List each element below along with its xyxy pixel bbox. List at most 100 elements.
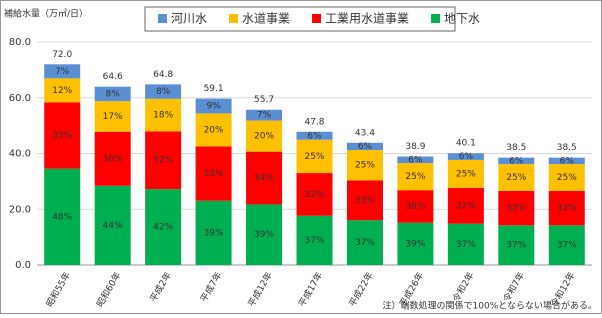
data-label: 8% <box>106 89 121 99</box>
data-label: 6% <box>307 131 322 141</box>
bar-segment <box>94 86 131 102</box>
data-label: 39% <box>405 239 425 249</box>
data-label: 39% <box>204 228 224 238</box>
data-label: 33% <box>355 196 375 206</box>
bar-segment <box>44 168 81 265</box>
bar-segment <box>296 215 333 265</box>
legend-label: 河川水 <box>171 12 207 26</box>
bar-segment <box>548 157 585 165</box>
legend-label: 地下水 <box>444 12 480 26</box>
bar-segment <box>246 109 283 121</box>
data-label: 25% <box>456 169 476 179</box>
total-label: 38.9 <box>405 142 425 152</box>
bar-segment <box>447 153 484 160</box>
data-label: 6% <box>408 155 423 165</box>
bar-segment <box>548 190 585 226</box>
data-label: 20% <box>204 125 224 135</box>
data-label: 18% <box>153 111 173 121</box>
total-label: 59.1 <box>204 84 224 94</box>
data-label: 33% <box>204 169 224 179</box>
total-label: 55.7 <box>254 95 274 105</box>
data-label: 20% <box>254 132 274 142</box>
total-label: 38.5 <box>557 143 577 153</box>
bar-segment <box>296 139 333 174</box>
data-label: 7% <box>55 67 70 77</box>
bar-segment <box>195 113 232 147</box>
bar-segment <box>195 200 232 265</box>
bar-segment <box>346 150 383 181</box>
bar-segment <box>498 164 535 191</box>
bar-segment <box>195 146 232 201</box>
bar-segment <box>246 151 283 205</box>
data-label: 44% <box>103 221 123 231</box>
legend-swatch <box>431 14 441 23</box>
data-label: 32% <box>153 156 173 166</box>
total-label: 43.4 <box>355 128 375 138</box>
data-label: 30% <box>103 154 123 164</box>
data-label: 37% <box>506 241 526 251</box>
data-label: 37% <box>456 240 476 250</box>
y-tick-label: 20.0 <box>9 204 31 215</box>
note: 注）端数処理の関係で100%とならない場合がある。 <box>383 300 597 312</box>
bar-segment <box>346 142 383 151</box>
bar-segment <box>548 164 585 191</box>
data-label: 6% <box>358 142 373 152</box>
bar-segment <box>195 98 232 114</box>
data-label: 34% <box>254 174 274 184</box>
data-label: 25% <box>304 152 324 162</box>
bar-segment <box>94 131 131 186</box>
bar-segment <box>498 190 535 226</box>
bar-segment <box>44 78 81 103</box>
data-label: 8% <box>156 87 171 97</box>
bar-segment <box>44 64 81 79</box>
data-label: 25% <box>506 173 526 183</box>
bar-segment <box>397 222 434 265</box>
data-label: 32% <box>557 204 577 214</box>
data-label: 32% <box>456 201 476 211</box>
legend-label: 水道事業 <box>242 12 290 26</box>
data-label: 6% <box>459 152 474 162</box>
y-tick-label: 40.0 <box>9 149 31 160</box>
bar-segment <box>548 225 585 265</box>
data-label: 25% <box>557 173 577 183</box>
y-axis-title: 補給水量（万㎥/日） <box>4 8 88 20</box>
data-label: 12% <box>52 86 72 96</box>
data-label: 39% <box>254 230 274 240</box>
legend-swatch <box>229 14 239 23</box>
bar-segment <box>397 156 434 164</box>
data-label: 32% <box>304 190 324 200</box>
total-label: 38.5 <box>506 143 526 153</box>
bar-segment <box>447 187 484 224</box>
legend-box <box>144 6 456 32</box>
data-label: 6% <box>509 156 524 166</box>
data-label: 30% <box>405 202 425 212</box>
data-label: 37% <box>304 236 324 246</box>
total-label: 40.1 <box>456 139 476 149</box>
data-label: 33% <box>52 131 72 141</box>
data-label: 25% <box>405 172 425 182</box>
total-label: 64.6 <box>103 72 123 82</box>
legend-label: 工業用水道事業 <box>325 12 409 26</box>
data-label: 6% <box>560 156 575 166</box>
bar-segment <box>145 131 182 190</box>
bar-segment <box>94 185 131 265</box>
data-label: 48% <box>52 212 72 222</box>
bar-segment <box>397 163 434 191</box>
bar-segment <box>346 220 383 265</box>
data-label: 25% <box>355 161 375 171</box>
bar-segment <box>246 120 283 152</box>
bar-segment <box>447 223 484 265</box>
bar-segment <box>94 101 131 132</box>
bar-segment <box>498 157 535 165</box>
bar-segment <box>397 190 434 223</box>
data-label: 7% <box>257 111 272 121</box>
legend-swatch <box>158 14 167 23</box>
bar-segment <box>346 180 383 221</box>
total-label: 64.8 <box>153 70 173 80</box>
bar-segment <box>498 225 535 265</box>
data-label: 42% <box>153 223 173 233</box>
data-label: 37% <box>557 241 577 251</box>
bar-segment <box>145 189 182 265</box>
bar-segment <box>447 159 484 188</box>
